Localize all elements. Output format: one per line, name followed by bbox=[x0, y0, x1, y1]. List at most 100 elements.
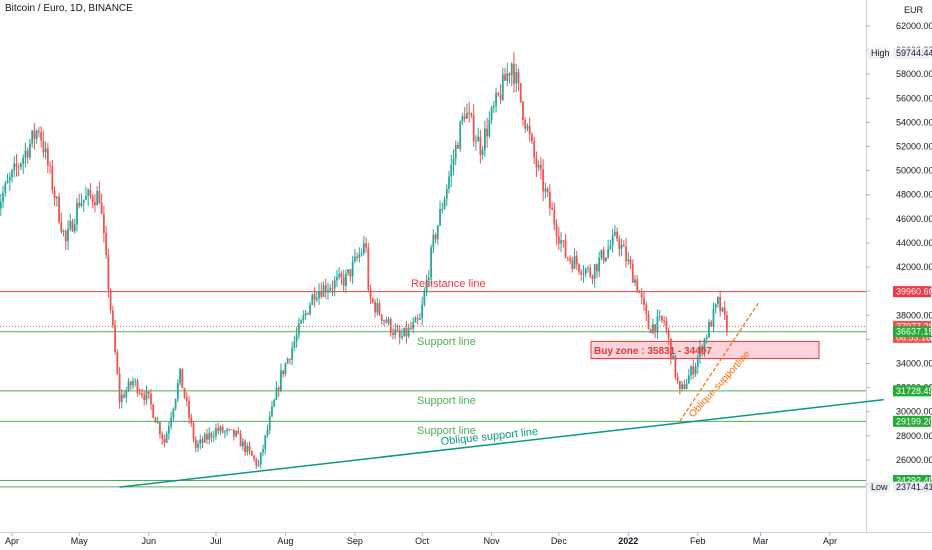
candle-body bbox=[37, 131, 40, 133]
price-tag-value: 36637.15 bbox=[896, 327, 932, 337]
candle-body bbox=[358, 254, 361, 258]
candle-body bbox=[578, 264, 580, 272]
candle-body bbox=[123, 394, 125, 398]
candle-body bbox=[374, 302, 376, 313]
candle-body bbox=[457, 144, 459, 149]
candle-body bbox=[60, 222, 63, 232]
candle-body bbox=[20, 163, 22, 168]
candle-body bbox=[645, 304, 648, 314]
candle-body bbox=[300, 320, 303, 324]
candle-body bbox=[277, 387, 280, 391]
candle-body bbox=[459, 121, 462, 149]
price-tag-value: 59744.44 bbox=[896, 48, 932, 58]
price-tag-bg bbox=[893, 47, 931, 59]
candle-body bbox=[618, 239, 621, 249]
candle-body bbox=[228, 429, 231, 431]
price-tag-value: 31728.45 bbox=[896, 386, 932, 396]
candle-body bbox=[125, 390, 128, 398]
candle-body bbox=[667, 330, 670, 339]
candle-body bbox=[201, 439, 204, 443]
candle-body bbox=[620, 245, 623, 249]
price-tag-label-bg bbox=[868, 481, 890, 493]
candle-body bbox=[573, 256, 576, 269]
candle-body bbox=[600, 250, 603, 258]
candle-body bbox=[719, 297, 722, 312]
candle-body bbox=[678, 380, 681, 389]
candle-body bbox=[412, 322, 415, 329]
candle-body bbox=[571, 260, 574, 269]
candle-body bbox=[8, 177, 11, 181]
candle-body bbox=[416, 318, 419, 320]
candle-body bbox=[488, 119, 491, 137]
y-tick-label: 26000.00 bbox=[896, 455, 932, 465]
resistance-label: Resistance line bbox=[411, 278, 486, 290]
candle-body bbox=[145, 391, 148, 401]
price-tag-bg bbox=[893, 474, 931, 486]
candle-body bbox=[176, 383, 179, 399]
candle-body bbox=[0, 201, 2, 209]
candle-body bbox=[67, 228, 69, 242]
candle-body bbox=[111, 310, 114, 326]
candle-body bbox=[44, 148, 47, 153]
y-tick-label: 48000.00 bbox=[896, 190, 932, 200]
candle-body bbox=[450, 164, 453, 177]
candle-body bbox=[239, 433, 242, 447]
candle-body bbox=[154, 417, 157, 423]
candle-body bbox=[622, 245, 625, 247]
candle-body bbox=[705, 337, 708, 339]
x-tick-label: Jul bbox=[210, 536, 222, 546]
candle-body bbox=[141, 393, 143, 396]
candle-body bbox=[237, 431, 240, 434]
candle-body bbox=[156, 422, 159, 424]
candle-body bbox=[170, 417, 173, 427]
candle-body bbox=[551, 207, 554, 210]
candle-body bbox=[369, 289, 372, 299]
candle-body bbox=[564, 240, 567, 258]
candle-body bbox=[681, 384, 683, 389]
x-tick-label: Apr bbox=[823, 536, 837, 546]
candle-body bbox=[286, 358, 289, 364]
candle-body bbox=[338, 273, 341, 278]
candle-body bbox=[322, 285, 325, 297]
support-label-1: Support line bbox=[417, 336, 476, 348]
support-label-2: Support line bbox=[417, 395, 476, 407]
candle-body bbox=[309, 304, 311, 315]
candle-body bbox=[378, 303, 381, 315]
candle-body bbox=[441, 208, 444, 210]
candle-body bbox=[418, 318, 421, 320]
candle-body bbox=[241, 441, 244, 447]
candle-body bbox=[479, 136, 482, 155]
y-tick-label: 34000.00 bbox=[896, 358, 932, 368]
candle-body bbox=[613, 231, 616, 236]
candle-body bbox=[31, 130, 34, 144]
candle-body bbox=[232, 429, 235, 437]
candle-body bbox=[560, 240, 562, 244]
candle-body bbox=[506, 73, 509, 81]
candle-body bbox=[685, 383, 688, 389]
candle-body bbox=[490, 107, 493, 120]
candle-body bbox=[461, 116, 464, 122]
candle-body bbox=[255, 458, 258, 466]
candle-body bbox=[510, 63, 513, 76]
x-tick-label: May bbox=[71, 536, 89, 546]
candle-body bbox=[376, 303, 379, 313]
candle-body bbox=[676, 376, 679, 381]
candle-body bbox=[582, 273, 585, 275]
candle-body bbox=[221, 426, 224, 433]
candle-body bbox=[535, 157, 538, 168]
candle-body bbox=[11, 170, 13, 178]
y-tick-label: 50000.00 bbox=[896, 166, 932, 176]
candle-body bbox=[477, 136, 480, 142]
candle-body bbox=[64, 230, 67, 242]
candle-body bbox=[100, 202, 103, 214]
y-tick-label: 58000.00 bbox=[896, 69, 932, 79]
candle-body bbox=[470, 113, 473, 116]
candle-body bbox=[284, 363, 287, 375]
candle-body bbox=[114, 325, 116, 353]
candle-body bbox=[652, 324, 654, 333]
y-tick-label: 28000.00 bbox=[896, 431, 932, 441]
candle-body bbox=[304, 312, 307, 316]
candle-body bbox=[425, 279, 428, 293]
price-tag-label: High bbox=[871, 48, 890, 58]
